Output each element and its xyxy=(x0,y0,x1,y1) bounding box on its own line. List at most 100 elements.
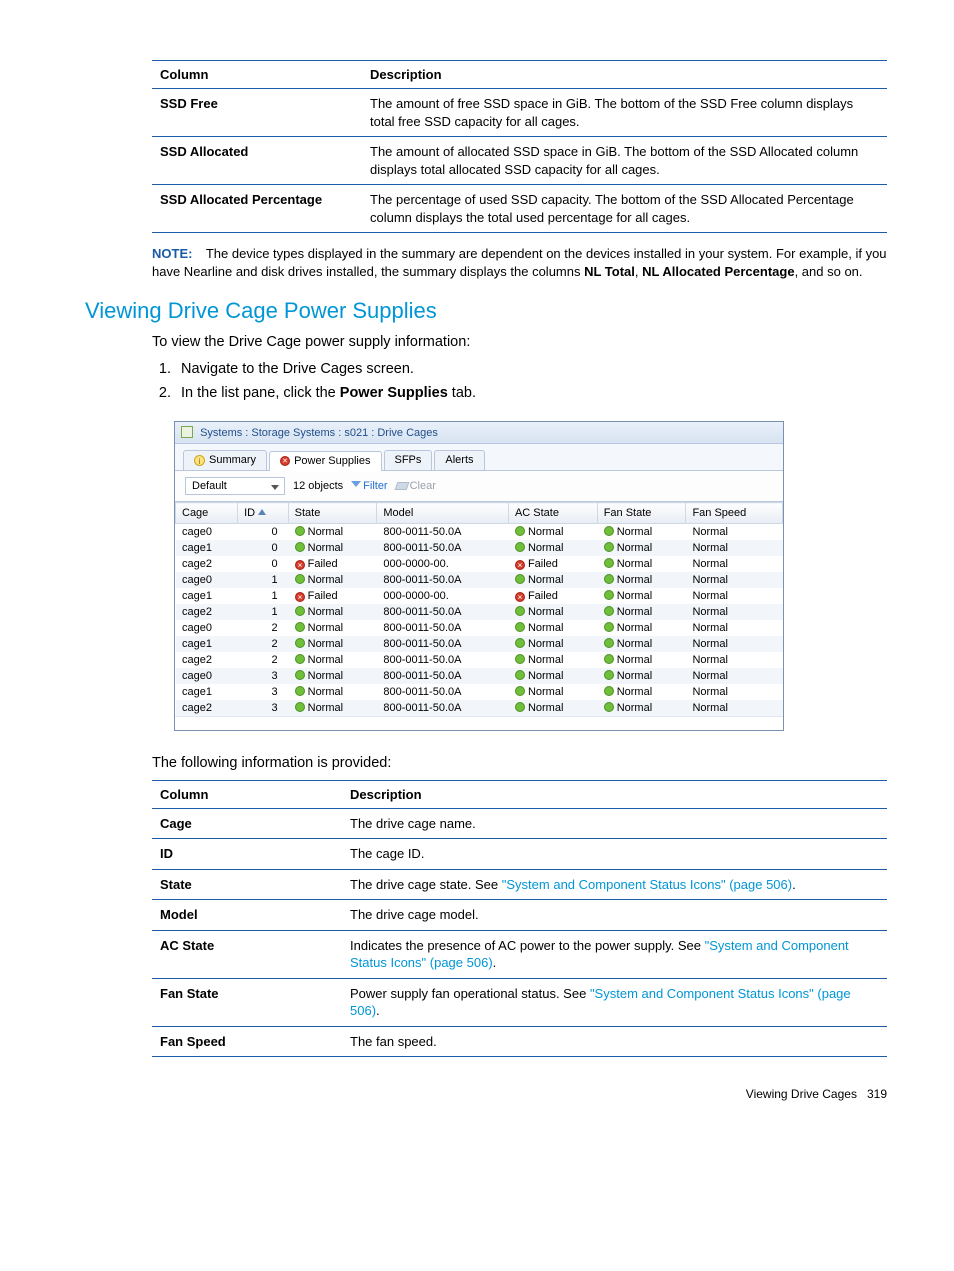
tab-power-supplies[interactable]: ✕ Power Supplies xyxy=(269,451,381,471)
step-1: Navigate to the Drive Cages screen. xyxy=(175,359,887,379)
col-header-column: Column xyxy=(152,61,362,89)
grid-header-model[interactable]: Model xyxy=(377,503,509,524)
normal-icon xyxy=(604,542,614,552)
grid-row[interactable]: cage22Normal800-0011-50.0ANormalNormalNo… xyxy=(176,652,783,668)
grid-header-id[interactable]: ID xyxy=(238,503,289,524)
table-row: SSD Allocated PercentageThe percentage o… xyxy=(152,185,887,233)
normal-icon xyxy=(604,590,614,600)
normal-icon xyxy=(515,574,525,584)
col-header-description: Description xyxy=(342,780,887,808)
table-row: ModelThe drive cage model. xyxy=(152,900,887,931)
grid-header-cage[interactable]: Cage xyxy=(176,503,238,524)
table-row: CageThe drive cage name. xyxy=(152,808,887,839)
normal-icon xyxy=(295,686,305,696)
normal-icon xyxy=(295,654,305,664)
normal-icon xyxy=(295,702,305,712)
normal-icon xyxy=(515,638,525,648)
power-supply-columns-table: Column Description CageThe drive cage na… xyxy=(152,780,887,1058)
grid-row[interactable]: cage11Failed000-0000-00.FailedNormalNorm… xyxy=(176,588,783,604)
toolbar: Default 12 objects Filter Clear xyxy=(175,471,783,502)
table-row: IDThe cage ID. xyxy=(152,839,887,870)
normal-icon xyxy=(604,654,614,664)
tab-sfps[interactable]: SFPs xyxy=(384,450,433,470)
drive-cages-window: Systems : Storage Systems : s021 : Drive… xyxy=(174,421,784,731)
filter-icon xyxy=(351,481,361,491)
grid-row[interactable]: cage01Normal800-0011-50.0ANormalNormalNo… xyxy=(176,572,783,588)
table-row: Fan SpeedThe fan speed. xyxy=(152,1026,887,1057)
grid-header-ac-state[interactable]: AC State xyxy=(508,503,597,524)
col-header-description: Description xyxy=(362,61,887,89)
normal-icon xyxy=(604,526,614,536)
normal-icon xyxy=(604,558,614,568)
breadcrumb: Systems : Storage Systems : s021 : Drive… xyxy=(200,427,438,439)
status-icons-link[interactable]: "System and Component Status Icons" (pag… xyxy=(502,877,792,892)
grid-header-fan-state[interactable]: Fan State xyxy=(597,503,686,524)
normal-icon xyxy=(515,670,525,680)
normal-icon xyxy=(295,670,305,680)
steps-list: Navigate to the Drive Cages screen. In t… xyxy=(175,359,887,404)
normal-icon xyxy=(604,622,614,632)
normal-icon xyxy=(604,670,614,680)
normal-icon xyxy=(295,526,305,536)
tab-alerts[interactable]: Alerts xyxy=(434,450,484,470)
view-dropdown[interactable]: Default xyxy=(185,477,285,495)
normal-icon xyxy=(295,622,305,632)
grid-row[interactable]: cage20Failed000-0000-00.FailedNormalNorm… xyxy=(176,556,783,572)
grid-row[interactable]: cage23Normal800-0011-50.0ANormalNormalNo… xyxy=(176,700,783,716)
normal-icon xyxy=(604,638,614,648)
grid-header-state[interactable]: State xyxy=(288,503,377,524)
normal-icon xyxy=(295,574,305,584)
normal-icon xyxy=(604,686,614,696)
gear-icon: ✕ xyxy=(280,456,290,466)
grid-row[interactable]: cage21Normal800-0011-50.0ANormalNormalNo… xyxy=(176,604,783,620)
table-row: SSD FreeThe amount of free SSD space in … xyxy=(152,89,887,137)
object-count: 12 objects xyxy=(293,480,343,492)
tabs-row: i Summary ✕ Power Supplies SFPs Alerts xyxy=(175,444,783,471)
failed-icon xyxy=(515,560,525,570)
normal-icon xyxy=(604,702,614,712)
normal-icon xyxy=(515,702,525,712)
normal-icon xyxy=(515,686,525,696)
window-icon xyxy=(181,426,193,438)
normal-icon xyxy=(515,654,525,664)
power-supplies-grid: Cage ID State Model AC State Fan State F… xyxy=(175,502,783,716)
grid-row[interactable]: cage10Normal800-0011-50.0ANormalNormalNo… xyxy=(176,540,783,556)
normal-icon xyxy=(604,574,614,584)
grid-row[interactable]: cage00Normal800-0011-50.0ANormalNormalNo… xyxy=(176,524,783,541)
normal-icon xyxy=(515,606,525,616)
note-block: NOTE: The device types displayed in the … xyxy=(152,245,887,280)
table-row: SSD AllocatedThe amount of allocated SSD… xyxy=(152,137,887,185)
note-bold-1: NL Total xyxy=(584,264,635,279)
grid-row[interactable]: cage13Normal800-0011-50.0ANormalNormalNo… xyxy=(176,684,783,700)
grid-row[interactable]: cage02Normal800-0011-50.0ANormalNormalNo… xyxy=(176,620,783,636)
table-row: Fan State Power supply fan operational s… xyxy=(152,978,887,1026)
normal-icon xyxy=(515,542,525,552)
grid-row[interactable]: cage03Normal800-0011-50.0ANormalNormalNo… xyxy=(176,668,783,684)
clear-link[interactable]: Clear xyxy=(396,480,436,492)
normal-icon xyxy=(295,606,305,616)
intro-text: To view the Drive Cage power supply info… xyxy=(152,332,887,352)
filter-link[interactable]: Filter xyxy=(351,480,387,492)
grid-row[interactable]: cage12Normal800-0011-50.0ANormalNormalNo… xyxy=(176,636,783,652)
table-row: State The drive cage state. See "System … xyxy=(152,869,887,900)
col-header-column: Column xyxy=(152,780,342,808)
failed-icon xyxy=(515,592,525,602)
window-titlebar: Systems : Storage Systems : s021 : Drive… xyxy=(175,422,783,444)
normal-icon xyxy=(295,542,305,552)
note-bold-2: NL Allocated Percentage xyxy=(642,264,794,279)
info-icon: i xyxy=(194,455,205,466)
note-text-post: , and so on. xyxy=(795,264,863,279)
normal-icon xyxy=(295,638,305,648)
failed-icon xyxy=(295,592,305,602)
eraser-icon xyxy=(394,482,409,490)
tab-summary[interactable]: i Summary xyxy=(183,450,267,470)
ssd-columns-table: Column Description SSD FreeThe amount of… xyxy=(152,60,887,233)
section-heading: Viewing Drive Cage Power Supplies xyxy=(85,298,887,324)
page-footer: Viewing Drive Cages 319 xyxy=(85,1087,887,1101)
grid-header-fan-speed[interactable]: Fan Speed xyxy=(686,503,783,524)
normal-icon xyxy=(515,526,525,536)
note-label: NOTE: xyxy=(152,246,192,261)
step-2: In the list pane, click the Power Suppli… xyxy=(175,383,887,403)
sort-ascending-icon xyxy=(258,509,266,515)
table-row: AC State Indicates the presence of AC po… xyxy=(152,930,887,978)
